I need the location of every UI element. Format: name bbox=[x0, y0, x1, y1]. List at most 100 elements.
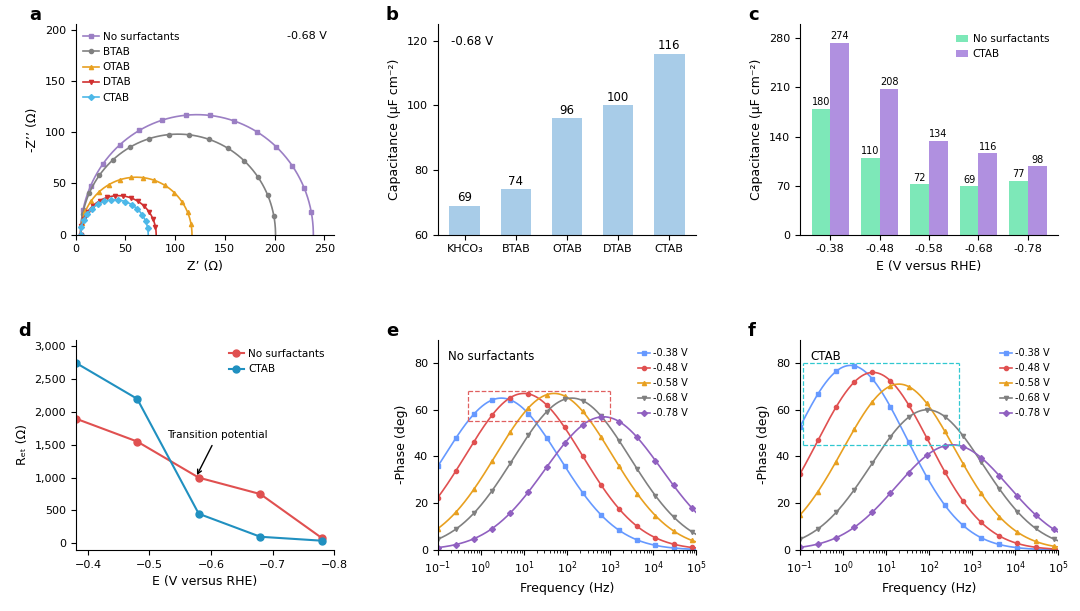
No surfactants bbox=[75, 231, 87, 238]
No surfactants bbox=[131, 128, 144, 135]
No surfactants bbox=[216, 114, 229, 121]
-0.68 V bbox=[921, 406, 934, 414]
Bar bbox=[653, 54, 685, 429]
Y-axis label: -Z’’ (Ω): -Z’’ (Ω) bbox=[26, 108, 39, 152]
-0.58 V bbox=[892, 381, 905, 388]
-0.38 V bbox=[934, 495, 947, 502]
No surfactants bbox=[192, 474, 205, 481]
CTAB bbox=[116, 197, 129, 204]
-0.48 V bbox=[948, 484, 961, 491]
CTAB bbox=[75, 231, 87, 238]
Line: -0.68 V: -0.68 V bbox=[435, 396, 699, 541]
-0.68 V bbox=[1005, 502, 1018, 510]
CTAB bbox=[97, 198, 110, 205]
-0.78 V bbox=[585, 416, 598, 423]
Bar bbox=[449, 205, 481, 429]
Line: -0.58 V: -0.58 V bbox=[435, 392, 699, 544]
Line: -0.78 V: -0.78 V bbox=[435, 415, 699, 550]
-0.58 V bbox=[556, 392, 569, 399]
-0.78 V bbox=[571, 426, 584, 433]
Line: -0.68 V: -0.68 V bbox=[798, 408, 1061, 543]
Bar bbox=[978, 153, 997, 235]
Y-axis label: Capacitance (μF cm⁻²): Capacitance (μF cm⁻²) bbox=[751, 59, 764, 200]
-0.78 V bbox=[431, 544, 444, 551]
Text: c: c bbox=[748, 6, 758, 24]
No surfactants bbox=[254, 491, 267, 498]
-0.48 V bbox=[431, 494, 444, 502]
-0.68 V bbox=[555, 397, 568, 404]
DTAB bbox=[134, 199, 147, 207]
CTAB bbox=[315, 537, 328, 544]
-0.78 V bbox=[684, 503, 697, 510]
-0.58 V bbox=[585, 420, 598, 427]
No surfactants bbox=[258, 133, 271, 141]
Text: 100: 100 bbox=[607, 90, 630, 104]
-0.38 V bbox=[554, 456, 567, 464]
-0.68 V bbox=[690, 531, 703, 538]
-0.58 V bbox=[684, 536, 697, 544]
BTAB bbox=[75, 231, 87, 238]
DTAB bbox=[145, 211, 158, 219]
Text: 69: 69 bbox=[963, 175, 975, 185]
Y-axis label: Capacitance (μF cm⁻²): Capacitance (μF cm⁻²) bbox=[389, 59, 402, 200]
-0.38 V bbox=[1052, 546, 1065, 554]
Text: 180: 180 bbox=[812, 97, 831, 107]
-0.78 V bbox=[948, 441, 961, 448]
Line: BTAB: BTAB bbox=[79, 132, 278, 236]
-0.68 V bbox=[644, 485, 657, 492]
-0.38 V bbox=[556, 459, 569, 466]
BTAB bbox=[269, 231, 282, 238]
-0.38 V bbox=[794, 423, 807, 431]
-0.68 V bbox=[571, 395, 584, 403]
-0.38 V bbox=[918, 469, 931, 477]
-0.68 V bbox=[585, 403, 598, 411]
X-axis label: Frequency (Hz): Frequency (Hz) bbox=[519, 582, 615, 595]
-0.48 V bbox=[866, 369, 879, 376]
Text: 274: 274 bbox=[831, 31, 849, 42]
-0.48 V bbox=[554, 419, 567, 426]
Bar bbox=[1009, 181, 1028, 235]
BTAB bbox=[140, 136, 153, 143]
-0.48 V bbox=[1047, 545, 1059, 552]
-0.78 V bbox=[1052, 529, 1065, 536]
Line: -0.38 V: -0.38 V bbox=[798, 364, 1061, 552]
Bar bbox=[552, 118, 582, 429]
BTAB bbox=[256, 180, 269, 188]
-0.48 V bbox=[918, 430, 931, 437]
Text: 74: 74 bbox=[509, 175, 524, 188]
Text: 98: 98 bbox=[1031, 155, 1043, 164]
CTAB bbox=[108, 196, 121, 203]
CTAB bbox=[131, 395, 144, 403]
-0.58 V bbox=[690, 538, 703, 546]
-0.78 V bbox=[1047, 525, 1059, 532]
DTAB bbox=[120, 193, 133, 200]
Text: -0.68 V: -0.68 V bbox=[286, 31, 326, 41]
Y-axis label: Rₑₜ (Ω): Rₑₜ (Ω) bbox=[16, 424, 29, 466]
No surfactants bbox=[69, 415, 82, 422]
CTAB bbox=[69, 359, 82, 367]
-0.58 V bbox=[1052, 543, 1065, 551]
DTAB bbox=[111, 192, 124, 199]
-0.78 V bbox=[794, 544, 807, 551]
-0.48 V bbox=[571, 445, 584, 452]
-0.68 V bbox=[684, 527, 697, 535]
BTAB bbox=[171, 131, 184, 138]
OTAB bbox=[186, 231, 199, 238]
OTAB bbox=[75, 231, 87, 238]
-0.58 V bbox=[1005, 525, 1018, 532]
-0.48 V bbox=[934, 460, 947, 467]
-0.68 V bbox=[431, 536, 444, 543]
-0.38 V bbox=[495, 395, 508, 402]
-0.78 V bbox=[933, 444, 946, 451]
-0.48 V bbox=[644, 532, 657, 539]
Legend: No surfactants, CTAB: No surfactants, CTAB bbox=[951, 30, 1053, 63]
DTAB bbox=[75, 231, 87, 238]
Line: CTAB: CTAB bbox=[79, 198, 150, 236]
OTAB bbox=[135, 174, 148, 181]
-0.68 V bbox=[934, 410, 947, 417]
Text: 116: 116 bbox=[978, 142, 997, 152]
-0.68 V bbox=[794, 536, 807, 543]
Line: -0.38 V: -0.38 V bbox=[435, 396, 699, 552]
X-axis label: E (V versus RHE): E (V versus RHE) bbox=[877, 260, 982, 273]
Line: OTAB: OTAB bbox=[79, 175, 194, 236]
